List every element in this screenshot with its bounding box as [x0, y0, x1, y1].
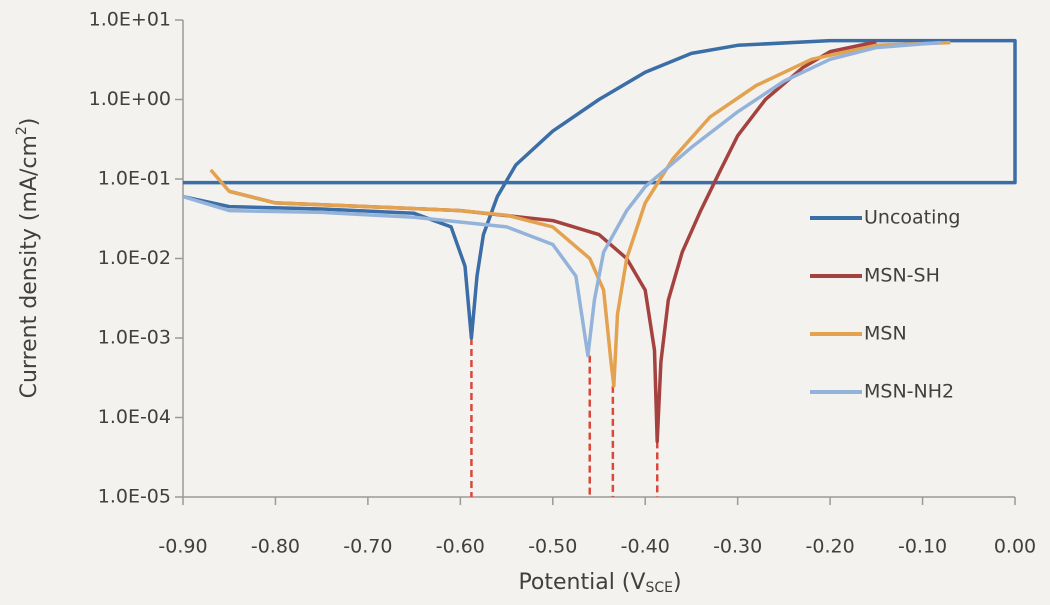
y-axis-title-sup: 2 [14, 126, 30, 135]
x-tick-label: -0.90 [158, 536, 207, 558]
legend-label: MSN-SH [864, 265, 940, 287]
y-tick-label: 1.0E-01 [98, 168, 171, 190]
y-axis-title-text: Current density (mA/cm [17, 135, 42, 398]
y-tick-label: 1.0E+00 [89, 88, 171, 110]
x-tick-label: -0.70 [343, 536, 392, 558]
x-tick-label: -0.30 [713, 536, 762, 558]
x-tick-label: -0.80 [251, 536, 300, 558]
legend-label: MSN [864, 323, 907, 345]
page: Potential (VSCE) Current density (mA/cm2… [0, 0, 1050, 605]
y-tick-label: 1.0E-04 [98, 406, 171, 428]
y-axis-title-end: ) [17, 118, 42, 127]
x-tick-label: 0.00 [994, 536, 1036, 558]
x-tick-label: -0.20 [806, 536, 855, 558]
x-axis-title-text: Potential (V [518, 570, 645, 595]
chart: Potential (VSCE) Current density (mA/cm2… [0, 0, 1050, 605]
x-tick-label: -0.40 [621, 536, 670, 558]
x-tick-label: -0.50 [528, 536, 577, 558]
y-tick-label: 1.0E-03 [98, 327, 171, 349]
y-axis-title: Current density (mA/cm2) [14, 118, 42, 399]
y-tick-label: 1.0E+01 [89, 9, 171, 31]
y-tick-label: 1.0E-05 [98, 486, 171, 508]
y-tick-label: 1.0E-02 [98, 247, 171, 269]
legend-label: Uncoating [864, 207, 961, 229]
legend-label: MSN-NH2 [864, 381, 954, 403]
x-tick-label: -0.10 [898, 536, 947, 558]
x-tick-label: -0.60 [436, 536, 485, 558]
x-axis-title-end: ) [673, 570, 682, 595]
x-axis-title-sub: SCE [645, 580, 673, 596]
